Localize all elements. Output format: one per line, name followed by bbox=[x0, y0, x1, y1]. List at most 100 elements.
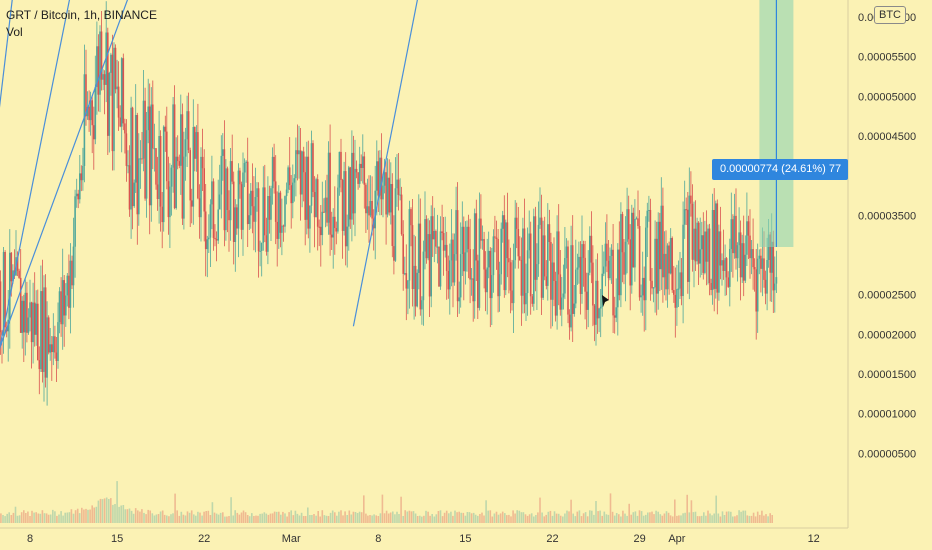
volume-bar bbox=[78, 513, 81, 523]
candle-body bbox=[307, 156, 310, 229]
candle-body bbox=[192, 127, 195, 207]
candle-body bbox=[761, 258, 764, 269]
candle-body bbox=[142, 100, 145, 159]
candle-body bbox=[534, 216, 537, 280]
candle-body bbox=[114, 47, 117, 90]
volume-bar bbox=[352, 511, 355, 523]
candle-body bbox=[606, 243, 608, 261]
candle-body bbox=[741, 243, 743, 278]
volume-bar bbox=[514, 513, 516, 523]
y-tick-label: 0.00005500 bbox=[858, 52, 916, 64]
volume-bar bbox=[742, 510, 744, 523]
candle-body bbox=[466, 226, 468, 253]
candle-body bbox=[450, 239, 453, 261]
volume-bar bbox=[315, 515, 317, 523]
candle-body bbox=[687, 209, 689, 282]
volume-bar bbox=[481, 512, 483, 523]
candle-body bbox=[621, 214, 624, 253]
volume-bar bbox=[282, 511, 284, 523]
volume-bar bbox=[363, 495, 365, 523]
candle-body bbox=[332, 216, 334, 238]
candle-body bbox=[239, 170, 241, 185]
volume-bar bbox=[682, 513, 684, 523]
volume-bar bbox=[344, 511, 346, 523]
volume-bar bbox=[60, 511, 62, 523]
volume-bar bbox=[487, 510, 489, 523]
volume-bar bbox=[56, 515, 58, 523]
candle-body bbox=[679, 272, 681, 289]
volume-bar bbox=[375, 515, 377, 523]
volume-bar bbox=[118, 506, 120, 523]
candle-body bbox=[665, 253, 667, 290]
volume-bar bbox=[474, 514, 477, 523]
candle-body bbox=[497, 239, 499, 297]
candle-body bbox=[396, 179, 398, 189]
candle-body bbox=[248, 215, 251, 224]
volume-bar bbox=[636, 515, 639, 523]
candle-body bbox=[749, 235, 751, 259]
volume-bar bbox=[769, 513, 771, 523]
volume-bar bbox=[128, 508, 131, 523]
candle-body bbox=[501, 215, 504, 229]
volume-bar bbox=[754, 516, 757, 523]
volume-bar bbox=[327, 516, 330, 523]
volume-bar bbox=[533, 516, 535, 523]
candle-body bbox=[187, 111, 190, 151]
volume-bar bbox=[47, 514, 50, 523]
candle-body bbox=[237, 170, 240, 229]
candle-body bbox=[730, 219, 733, 249]
candle-body bbox=[509, 262, 512, 291]
candle-body bbox=[214, 237, 216, 240]
candle-body bbox=[430, 216, 432, 297]
volume-bar bbox=[659, 514, 662, 523]
candle-body bbox=[122, 58, 125, 124]
candle-body bbox=[204, 211, 207, 250]
candle-body bbox=[138, 158, 140, 215]
candle-body bbox=[242, 172, 244, 230]
volume-bar bbox=[555, 513, 558, 523]
volume-bar bbox=[110, 498, 112, 523]
candle-body bbox=[349, 167, 352, 220]
candle-body bbox=[354, 168, 356, 214]
volume-bar bbox=[468, 512, 471, 523]
volume-bar bbox=[280, 514, 282, 523]
volume-bar bbox=[385, 510, 388, 523]
candle-body bbox=[491, 275, 493, 299]
candle-body bbox=[576, 267, 579, 270]
volume-bar bbox=[275, 511, 278, 523]
volume-bar bbox=[483, 515, 485, 523]
candle-body bbox=[489, 250, 492, 299]
candle-body bbox=[71, 260, 73, 286]
volume-bar bbox=[638, 510, 641, 523]
candle-body bbox=[413, 265, 415, 289]
candle-body bbox=[561, 297, 563, 310]
currency-badge[interactable]: BTC bbox=[874, 6, 906, 24]
candle-body bbox=[110, 54, 112, 73]
candle-body bbox=[584, 257, 586, 292]
volume-bar bbox=[340, 510, 342, 523]
candle-body bbox=[180, 114, 182, 166]
volume-bar bbox=[211, 502, 214, 523]
candle-body bbox=[562, 293, 565, 298]
volume-bar bbox=[416, 516, 419, 523]
candle-body bbox=[267, 196, 269, 252]
volume-bar bbox=[458, 511, 460, 523]
volume-bar bbox=[414, 513, 417, 523]
candle-body bbox=[156, 184, 159, 199]
volume-bar bbox=[765, 514, 767, 523]
volume-bar bbox=[209, 515, 212, 523]
volume-bar bbox=[302, 516, 305, 523]
candle-body bbox=[127, 165, 129, 167]
candle-body bbox=[293, 178, 296, 183]
candle-body bbox=[16, 257, 19, 271]
volume-bar bbox=[342, 515, 344, 523]
candle-body bbox=[299, 150, 302, 195]
measure-callout[interactable]: 0.00000774 (24.61%) 77 bbox=[712, 159, 848, 180]
volume-bar bbox=[557, 513, 560, 523]
candle-body bbox=[411, 225, 414, 289]
volume-bar bbox=[147, 509, 149, 523]
volume-bar bbox=[593, 514, 595, 523]
volume-bar bbox=[373, 514, 375, 523]
volume-bar bbox=[508, 514, 510, 523]
